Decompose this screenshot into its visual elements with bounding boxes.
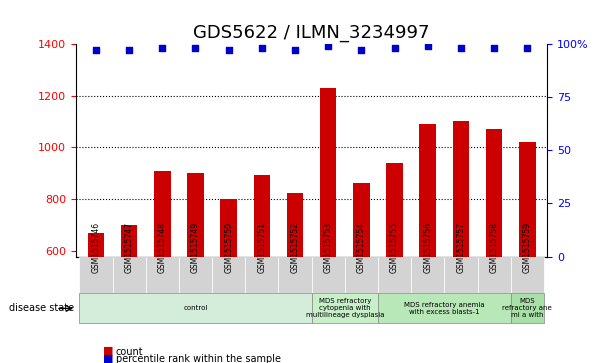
FancyBboxPatch shape xyxy=(245,257,278,293)
Text: GSM1515753: GSM1515753 xyxy=(323,222,333,273)
Bar xyxy=(254,175,270,257)
Text: GSM1515752: GSM1515752 xyxy=(291,222,300,273)
Bar xyxy=(88,233,104,257)
FancyBboxPatch shape xyxy=(411,257,444,293)
Text: GSM1515756: GSM1515756 xyxy=(423,222,432,273)
Text: GSM1515751: GSM1515751 xyxy=(257,222,266,273)
FancyBboxPatch shape xyxy=(212,257,245,293)
Text: GSM1515758: GSM1515758 xyxy=(489,222,499,273)
FancyBboxPatch shape xyxy=(278,257,311,293)
Point xyxy=(390,45,399,51)
FancyBboxPatch shape xyxy=(146,257,179,293)
Point xyxy=(190,45,200,51)
FancyBboxPatch shape xyxy=(112,257,146,293)
Bar xyxy=(452,122,469,257)
Bar xyxy=(187,174,204,257)
FancyBboxPatch shape xyxy=(311,293,378,323)
Bar xyxy=(320,88,336,257)
Text: MDS refractory
cytopenia with
multilineage dysplasia: MDS refractory cytopenia with multilinea… xyxy=(306,298,384,318)
Bar xyxy=(154,171,171,257)
Point xyxy=(456,45,466,51)
Text: GSM1515757: GSM1515757 xyxy=(457,222,465,273)
Text: GSM1515746: GSM1515746 xyxy=(91,222,100,273)
Point xyxy=(489,45,499,51)
FancyBboxPatch shape xyxy=(179,257,212,293)
FancyBboxPatch shape xyxy=(511,257,544,293)
Text: control: control xyxy=(183,305,208,311)
Point xyxy=(290,47,300,53)
Text: percentile rank within the sample: percentile rank within the sample xyxy=(116,354,280,363)
Bar xyxy=(121,225,137,257)
Point xyxy=(124,47,134,53)
Point xyxy=(91,47,101,53)
FancyBboxPatch shape xyxy=(378,257,411,293)
FancyBboxPatch shape xyxy=(511,293,544,323)
Text: disease state: disease state xyxy=(9,303,74,313)
Point xyxy=(224,47,233,53)
Bar xyxy=(386,163,403,257)
FancyBboxPatch shape xyxy=(345,257,378,293)
Text: count: count xyxy=(116,347,143,357)
Point xyxy=(157,45,167,51)
FancyBboxPatch shape xyxy=(444,257,477,293)
Point xyxy=(423,43,433,49)
Point xyxy=(323,43,333,49)
Point xyxy=(257,45,267,51)
FancyBboxPatch shape xyxy=(311,257,345,293)
Point xyxy=(356,47,366,53)
FancyBboxPatch shape xyxy=(79,257,112,293)
Point xyxy=(522,45,532,51)
Text: GSM1515749: GSM1515749 xyxy=(191,222,200,273)
Bar xyxy=(220,199,237,257)
Bar xyxy=(519,142,536,257)
Text: MDS
refractory ane
mi a with: MDS refractory ane mi a with xyxy=(502,298,552,318)
Bar xyxy=(486,129,502,257)
Text: MDS refractory anemia
with excess blasts-1: MDS refractory anemia with excess blasts… xyxy=(404,302,485,315)
Text: GSM1515747: GSM1515747 xyxy=(125,222,134,273)
Bar xyxy=(353,183,370,257)
Text: ■: ■ xyxy=(103,353,114,363)
FancyBboxPatch shape xyxy=(378,293,511,323)
Text: ■: ■ xyxy=(103,346,114,356)
Bar xyxy=(287,193,303,257)
Text: GSM1515750: GSM1515750 xyxy=(224,222,233,273)
Title: GDS5622 / ILMN_3234997: GDS5622 / ILMN_3234997 xyxy=(193,24,430,42)
FancyBboxPatch shape xyxy=(477,257,511,293)
Text: GSM1515748: GSM1515748 xyxy=(158,222,167,273)
FancyBboxPatch shape xyxy=(79,293,311,323)
Text: GSM1515754: GSM1515754 xyxy=(357,222,366,273)
Text: GSM1515759: GSM1515759 xyxy=(523,222,532,273)
Bar xyxy=(420,124,436,257)
Text: GSM1515755: GSM1515755 xyxy=(390,222,399,273)
